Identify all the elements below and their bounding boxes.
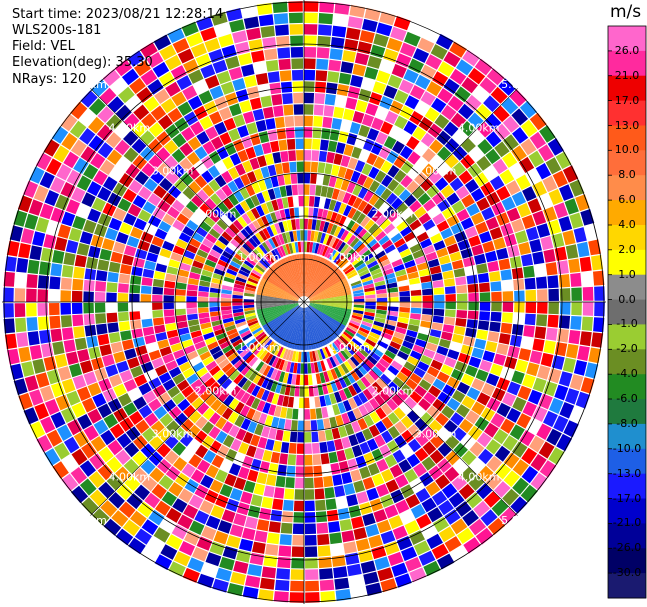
colorbar-tick-label: 6.0 (618, 193, 636, 207)
colorbar-tick-label: 13.0 (614, 118, 640, 132)
colorbar-segment (608, 200, 646, 226)
colorbar-segment (608, 374, 646, 400)
colorbar-tick-label: 0.0 (618, 292, 636, 306)
colorbar-tick-label: 26.0 (614, 43, 640, 57)
colorbar-segment (608, 26, 646, 52)
range-ring-label: 4.00km (109, 471, 151, 484)
range-ring-label: 2.00km (372, 208, 414, 221)
range-ring-label: 4.00km (458, 121, 500, 134)
range-ring-label: 1.00km (238, 251, 280, 264)
range-ring-label: 3.00km (152, 428, 194, 441)
colorbar-tick-label: 8.0 (618, 168, 636, 182)
crosshair-axes (2, 0, 606, 604)
range-ring-label: 5.00km (65, 78, 107, 91)
range-ring-label: 5.00km (501, 78, 543, 91)
range-ring-label: 5.00km (65, 514, 107, 527)
colorbar-segment (608, 523, 646, 549)
colorbar-segment (608, 548, 646, 574)
colorbar-tick-label: 17.0 (614, 93, 640, 107)
colorbar-segment (608, 423, 646, 450)
range-ring-label: 2.00km (195, 208, 237, 221)
range-ring-label: 5.00km (501, 514, 543, 527)
colorbar-tick-label: -26.0 (612, 541, 642, 555)
colorbar-segment (608, 349, 646, 375)
range-ring-label: 4.00km (458, 471, 500, 484)
range-ring-label: 2.00km (372, 384, 414, 397)
colorbar-segment (608, 100, 646, 126)
colorbar-segment (608, 498, 646, 524)
colorbar-tick-label: -21.0 (612, 516, 642, 530)
colorbar-segment (608, 299, 646, 325)
range-ring-labels: 1.00km 1.00km 1.00km 1.00km 2.00km 2.00km 2.00… (65, 78, 542, 527)
range-ring-label: 1.00km (328, 251, 370, 264)
colorbar-segment (608, 125, 646, 151)
colorbar-tick-label: 1.0 (618, 267, 636, 281)
colorbar-tick-label: -13.0 (612, 466, 642, 480)
elevation-text: Elevation(deg): 35.30 (12, 55, 153, 70)
range-ring-label: 3.00km (415, 428, 457, 441)
colorbar-tick-label: -1.0 (616, 317, 638, 331)
colorbar-segment (608, 50, 646, 77)
colorbar-segment (608, 324, 646, 350)
field-name: Field: VEL (12, 39, 75, 54)
colorbar-segment (608, 175, 646, 201)
colorbar-tick-label: -4.0 (616, 367, 638, 381)
colorbar-segment (608, 249, 646, 276)
instrument-name: WLS200s-181 (12, 23, 102, 38)
range-ring-label: 3.00km (152, 165, 194, 178)
colorbar-segment (608, 399, 646, 425)
colorbar-segment (608, 473, 646, 500)
range-ring-label: 4.00km (109, 121, 151, 134)
colorbar-tick-label: -2.0 (616, 342, 638, 356)
colorbar-tick-label: -30.0 (612, 566, 642, 580)
colorbar-tick-label: -17.0 (612, 491, 642, 505)
colorbar-tick-label: -8.0 (616, 416, 638, 430)
range-ring-label: 3.00km (415, 165, 457, 178)
range-ring-label: 1.00km (238, 341, 280, 354)
colorbar (607, 25, 647, 599)
colorbar-segment (608, 75, 646, 102)
colorbar-tick-label: 21.0 (614, 68, 640, 82)
colorbar-tick-label: 4.0 (618, 218, 636, 231)
colorbar-tick-label: 10.0 (614, 143, 640, 157)
colorbar-segment (608, 225, 646, 251)
colorbar-tick-label: -6.0 (616, 392, 638, 405)
colorbar-unit: m/s (610, 2, 642, 22)
colorbar-segment (608, 150, 646, 176)
colorbar-tick-label: -10.0 (612, 441, 642, 455)
range-ring-label: 1.00km (328, 341, 370, 354)
colorbar-segment (608, 448, 646, 475)
nrays-text: NRays: 120 (12, 72, 87, 87)
start-time-text: Start time: 2023/08/21 12:28:14 (12, 7, 224, 22)
colorbar-segment (608, 573, 646, 599)
colorbar-segment (608, 274, 646, 301)
range-ring-label: 2.00km (195, 384, 237, 397)
colorbar-tick-label: 2.0 (618, 242, 636, 256)
